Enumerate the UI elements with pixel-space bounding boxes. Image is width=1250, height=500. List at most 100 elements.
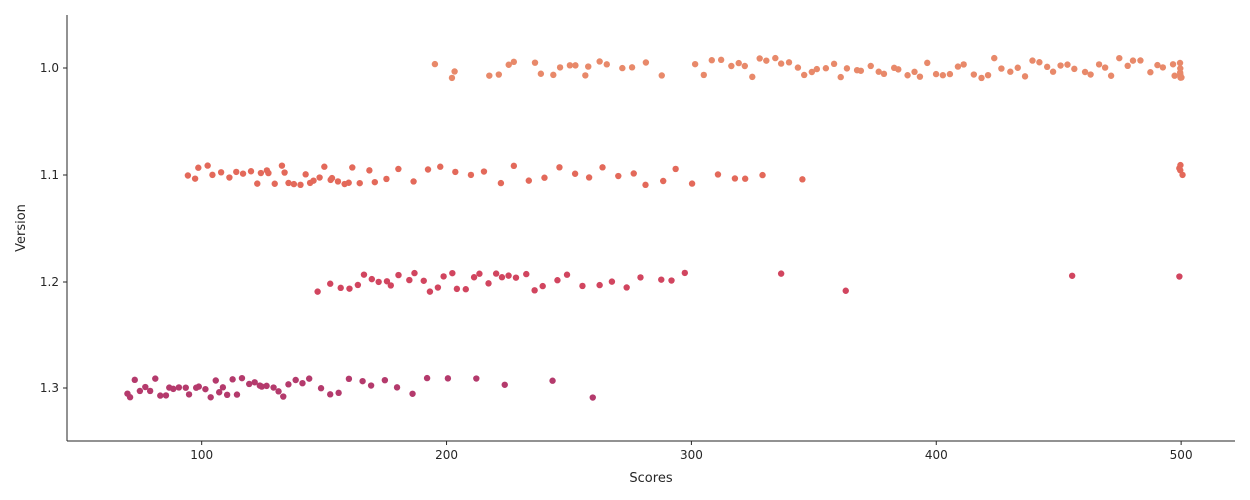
- data-point: [589, 394, 596, 401]
- data-point: [978, 74, 985, 82]
- y-tick-label: 1.3: [40, 381, 59, 395]
- data-point: [1021, 73, 1029, 80]
- data-point: [749, 73, 756, 81]
- data-point: [238, 374, 246, 382]
- data-point: [451, 68, 458, 75]
- data-point: [354, 281, 362, 289]
- data-point: [316, 174, 323, 181]
- data-point: [813, 65, 821, 73]
- data-point: [672, 165, 679, 173]
- data-point: [453, 285, 461, 293]
- series-1.2: [314, 269, 1183, 295]
- data-point: [867, 62, 874, 70]
- data-point: [843, 65, 851, 72]
- data-point: [1177, 71, 1184, 78]
- data-point: [1116, 54, 1123, 62]
- data-point: [360, 271, 368, 278]
- data-point: [258, 383, 265, 390]
- data-point: [681, 269, 689, 277]
- data-point: [434, 284, 442, 291]
- data-point: [531, 287, 538, 294]
- data-point: [939, 72, 947, 79]
- data-point: [444, 375, 452, 382]
- data-point: [579, 282, 586, 290]
- data-point: [305, 375, 313, 382]
- data-point: [297, 181, 304, 189]
- data-point: [523, 270, 530, 278]
- data-point: [233, 168, 240, 176]
- data-point: [549, 377, 556, 384]
- data-point: [327, 280, 334, 287]
- series-1.3: [124, 374, 596, 401]
- data-point: [142, 383, 149, 391]
- data-point: [572, 62, 579, 69]
- data-point: [275, 388, 282, 395]
- data-point: [345, 179, 352, 186]
- data-point: [387, 282, 394, 289]
- data-point: [1107, 72, 1115, 79]
- data-point: [271, 180, 278, 187]
- data-point: [424, 166, 432, 173]
- data-point: [495, 71, 502, 78]
- data-point: [759, 171, 766, 179]
- data-point: [799, 176, 806, 183]
- data-point: [317, 385, 325, 392]
- data-point: [302, 171, 309, 178]
- data-point: [880, 70, 888, 78]
- data-point: [1169, 61, 1177, 68]
- data-point: [571, 170, 579, 177]
- data-point: [229, 376, 236, 383]
- data-point: [658, 72, 665, 79]
- data-point: [126, 394, 134, 401]
- data-point: [599, 164, 606, 171]
- data-point: [239, 170, 247, 177]
- data-point: [946, 70, 954, 78]
- data-point: [257, 169, 265, 177]
- data-point: [924, 59, 931, 67]
- data-point: [498, 274, 506, 281]
- data-point: [842, 287, 849, 294]
- data-point: [327, 391, 334, 398]
- data-point: [375, 278, 382, 286]
- data-point: [492, 270, 500, 277]
- data-point: [660, 177, 667, 185]
- data-point: [356, 179, 363, 187]
- data-point: [195, 383, 202, 390]
- data-point: [170, 385, 177, 393]
- data-point: [1129, 57, 1137, 64]
- data-point: [383, 175, 390, 183]
- data-point: [642, 59, 650, 66]
- data-point: [875, 68, 882, 75]
- series-1.0: [431, 54, 1185, 82]
- data-point: [223, 391, 231, 399]
- data-point: [566, 62, 574, 69]
- data-point: [714, 171, 722, 178]
- data-point: [440, 273, 447, 280]
- data-point: [837, 73, 844, 81]
- data-point: [608, 278, 616, 285]
- data-point: [531, 59, 539, 66]
- data-point: [182, 384, 189, 391]
- data-point: [960, 61, 967, 68]
- data-point: [217, 169, 225, 176]
- data-point: [381, 376, 389, 384]
- data-point: [247, 168, 255, 175]
- data-point: [467, 171, 475, 179]
- data-point: [1177, 65, 1184, 72]
- data-point: [383, 278, 391, 285]
- data-point: [777, 270, 785, 277]
- data-point: [246, 380, 253, 388]
- data-point: [822, 65, 830, 72]
- data-point: [1171, 72, 1178, 79]
- data-point: [717, 56, 725, 64]
- data-point: [735, 59, 742, 67]
- data-point: [152, 375, 159, 382]
- data-point: [596, 58, 603, 65]
- data-point: [505, 61, 512, 68]
- data-point: [299, 379, 306, 387]
- data-point: [505, 272, 512, 279]
- data-point: [1124, 62, 1131, 70]
- data-point: [756, 55, 763, 62]
- data-point: [785, 59, 793, 66]
